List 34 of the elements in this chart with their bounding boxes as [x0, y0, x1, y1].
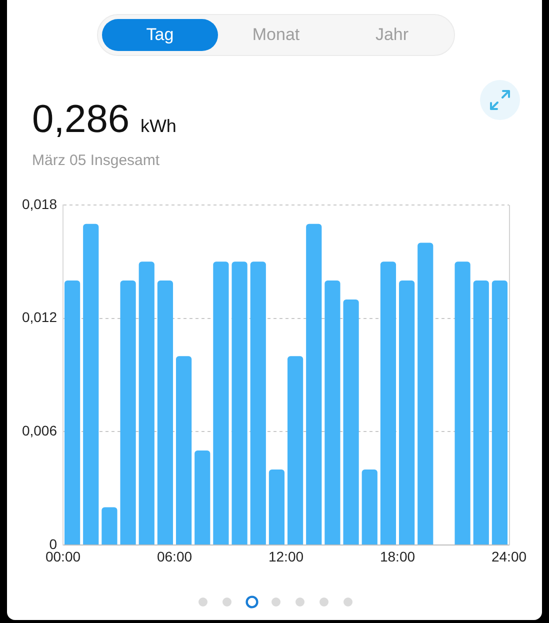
selected-tab: Tag [102, 19, 218, 51]
bar [380, 262, 396, 544]
bar [213, 262, 229, 544]
bar [194, 450, 210, 544]
bar [232, 262, 248, 544]
bar [176, 356, 192, 544]
bar [398, 280, 415, 544]
bar [306, 224, 322, 544]
bar [138, 262, 154, 544]
bar [324, 280, 340, 544]
y-tick-label: 0,018 [22, 196, 58, 212]
bar [64, 280, 80, 544]
x-tick-label: 06:00 [156, 548, 192, 564]
bar [157, 280, 174, 544]
tab-switch: Tag Monat Jahr [97, 14, 455, 56]
bar [418, 242, 434, 544]
bar [492, 280, 508, 544]
x-tick-label: 18:00 [380, 548, 416, 564]
bar [362, 469, 378, 544]
chart-subtitle: März 05 Insgesamt [32, 152, 160, 170]
bar [473, 280, 489, 544]
chart-title: 0,286 kWh [32, 98, 176, 141]
bar [120, 280, 136, 544]
x-tick-label: 24:00 [491, 548, 527, 564]
bar [287, 356, 304, 544]
bar [83, 224, 99, 544]
bar [250, 262, 266, 544]
bar [454, 262, 470, 544]
y-tick-label: 0,012 [22, 309, 58, 326]
bar [343, 299, 359, 544]
y-tick-label: 0,006 [22, 422, 58, 439]
x-tick-label: 12:00 [268, 548, 304, 564]
bar [268, 469, 285, 544]
bar [102, 507, 118, 544]
